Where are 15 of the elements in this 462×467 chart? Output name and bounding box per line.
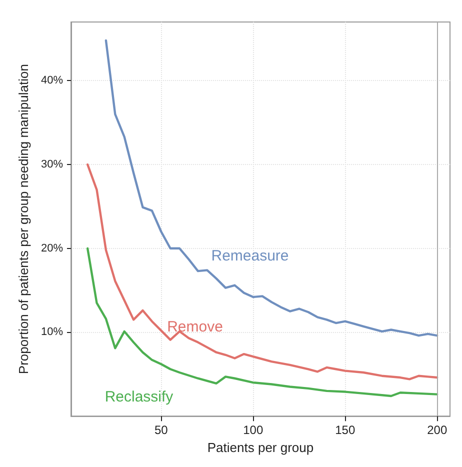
series-label: Reclassify (104, 388, 174, 406)
line-series (104, 39, 438, 337)
x-tick-label: 50 (154, 423, 168, 438)
y-tick-label: 10% (40, 326, 64, 338)
line-series (86, 163, 438, 380)
y-axis-title: Proportion of patients per group needing manipulation (16, 64, 32, 374)
y-tick-label: 40% (40, 74, 64, 87)
x-tick-label: 200 (427, 423, 448, 438)
x-tick-label: 100 (243, 423, 264, 438)
y-tick-label: 30% (40, 158, 64, 171)
series-label: Remeasure (211, 248, 289, 264)
x-tick-label: 150 (335, 423, 356, 438)
y-tick-label: 20% (40, 242, 64, 254)
x-axis-title: Patients per group (207, 440, 314, 455)
series-label: Remove (167, 318, 223, 336)
